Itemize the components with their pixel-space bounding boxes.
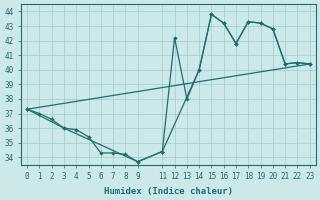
X-axis label: Humidex (Indice chaleur): Humidex (Indice chaleur) (104, 187, 233, 196)
